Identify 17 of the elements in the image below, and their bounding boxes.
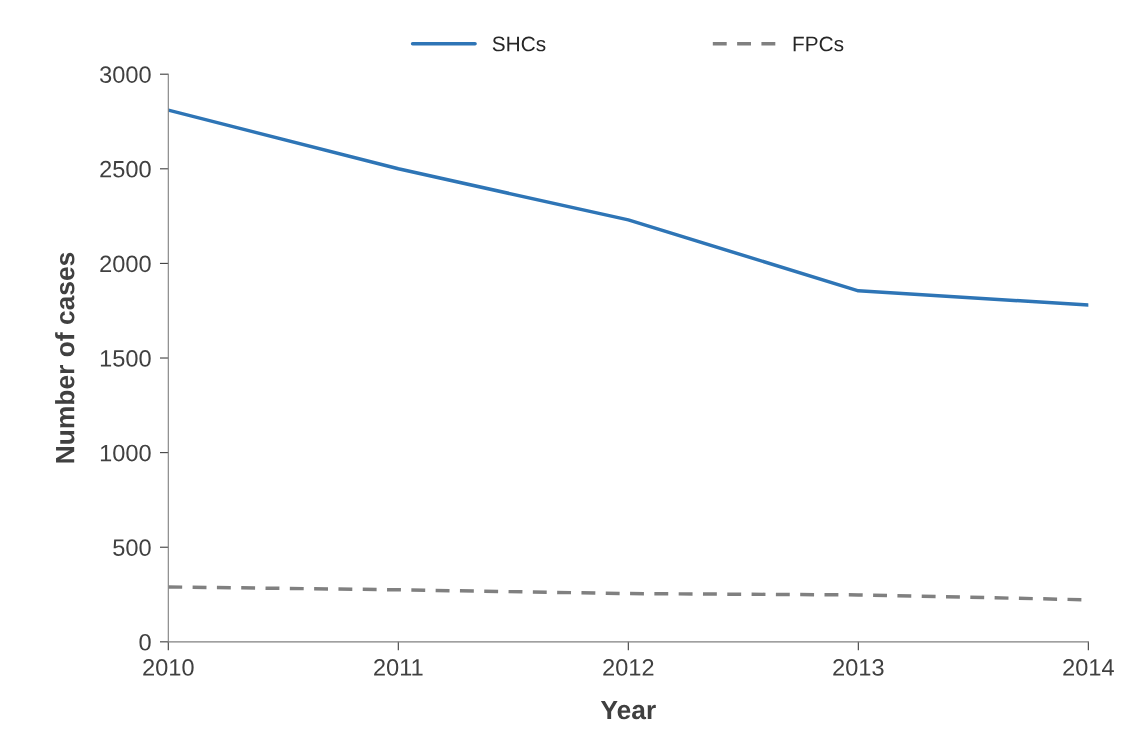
y-tick-label: 2500: [100, 160, 151, 178]
x-tick-label: 2011: [374, 659, 423, 676]
line-series: [168, 108, 1089, 307]
x-tick-label: 2012: [603, 659, 654, 676]
x-axis-title: Year: [600, 700, 656, 720]
y-tick-label: 2000: [100, 255, 151, 273]
y-axis-title: Number of cases: [55, 252, 75, 463]
x-tick-label: 2010: [143, 659, 194, 676]
legend-label: FPCs: [793, 36, 844, 52]
x-tick-label: 2014: [1063, 659, 1114, 676]
x-tick-label: 2013: [833, 659, 884, 676]
y-tick-label: 3000: [100, 66, 151, 83]
y-tick-label: 500: [113, 539, 151, 557]
y-tick-label: 1500: [100, 350, 151, 367]
y-tick-label: 0: [139, 633, 151, 651]
legend-label: SHCs: [492, 36, 546, 52]
y-tick-label: 1000: [100, 444, 151, 462]
